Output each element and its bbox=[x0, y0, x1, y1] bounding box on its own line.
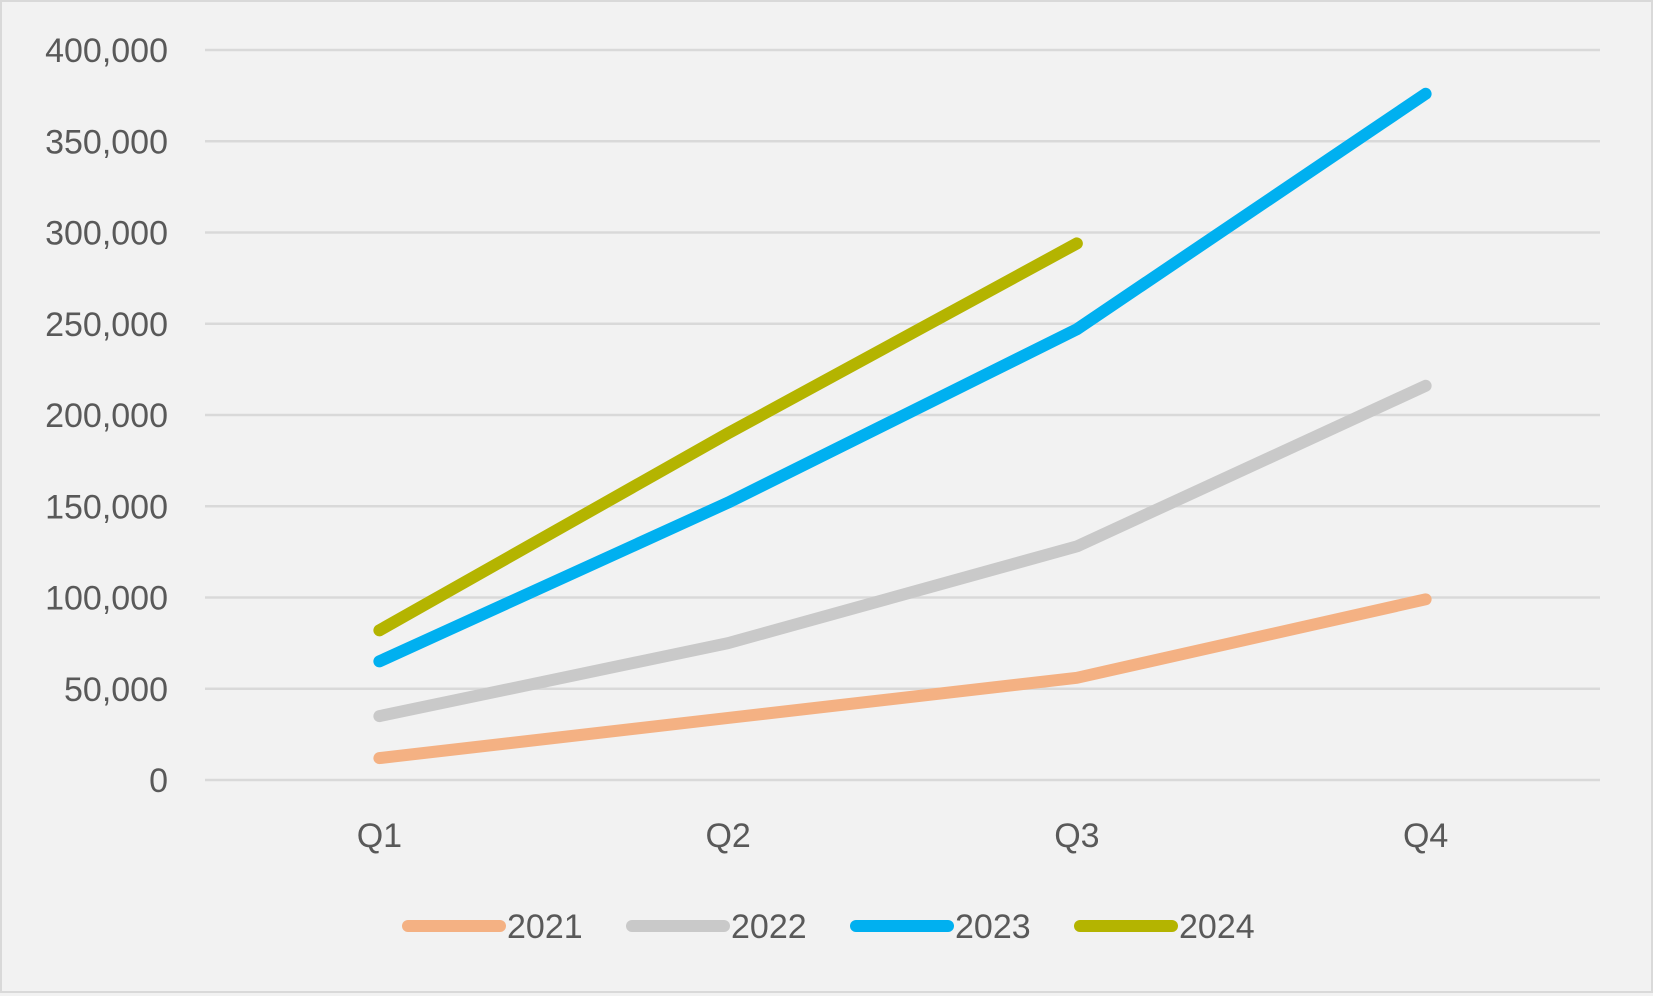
y-tick-label: 250,000 bbox=[45, 306, 168, 344]
y-tick-label: 0 bbox=[149, 762, 168, 800]
y-tick-label: 100,000 bbox=[45, 580, 168, 618]
x-tick-label: Q3 bbox=[1054, 817, 1099, 855]
x-tick-label: Q4 bbox=[1403, 817, 1448, 855]
series-line-2024 bbox=[373, 237, 1083, 637]
y-tick-label: 300,000 bbox=[45, 215, 168, 253]
legend-label-2023: 2023 bbox=[955, 908, 1031, 946]
legend-label-2024: 2024 bbox=[1179, 908, 1255, 946]
y-tick-label: 350,000 bbox=[45, 123, 168, 161]
series-line-2021 bbox=[373, 593, 1432, 765]
x-tick-label: Q2 bbox=[705, 817, 750, 855]
y-tick-label: 50,000 bbox=[64, 671, 168, 709]
y-axis-tick-labels: 0 50,000 100,000 150,000 200,000 250,000 300,0… bbox=[45, 32, 168, 800]
legend-label-2022: 2022 bbox=[731, 908, 807, 946]
series-lines bbox=[373, 87, 1432, 765]
series-line-2023 bbox=[373, 87, 1432, 668]
x-tick-label: Q1 bbox=[357, 817, 402, 855]
y-tick-label: 400,000 bbox=[45, 32, 168, 70]
y-tick-label: 150,000 bbox=[45, 488, 168, 526]
y-tick-label: 200,000 bbox=[45, 397, 168, 435]
x-axis-tick-labels: Q1 Q2 Q3 Q4 bbox=[357, 817, 1449, 855]
legend: 2021 2022 2023 2024 bbox=[402, 908, 1255, 946]
series-line-2022 bbox=[373, 379, 1432, 723]
legend-label-2021: 2021 bbox=[507, 908, 583, 946]
